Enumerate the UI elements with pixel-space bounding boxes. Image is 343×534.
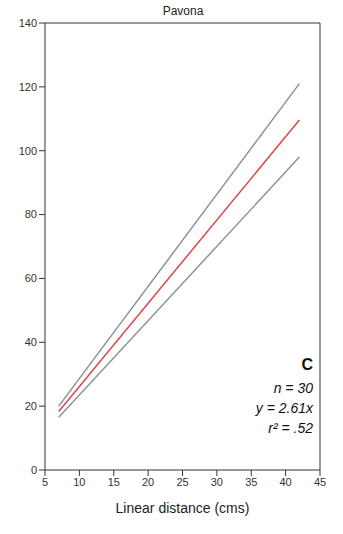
- html-text:r² = .52: r² = .52: [268, 420, 313, 436]
- svg-text:80: 80: [25, 208, 37, 220]
- svg-text:10: 10: [73, 476, 85, 488]
- svg-text:20: 20: [25, 400, 37, 412]
- svg-text:120: 120: [19, 81, 37, 93]
- svg-text:40: 40: [25, 336, 37, 348]
- svg-text:Linear distance (cms): Linear distance (cms): [116, 500, 250, 516]
- svg-text:15: 15: [108, 476, 120, 488]
- svg-text:25: 25: [176, 476, 188, 488]
- svg-text:140: 140: [19, 17, 37, 29]
- svg-text:60: 60: [25, 272, 37, 284]
- svg-text:20: 20: [142, 476, 154, 488]
- svg-text:45: 45: [314, 476, 326, 488]
- svg-text:100: 100: [19, 145, 37, 157]
- svg-text:40: 40: [280, 476, 292, 488]
- svg-text:0: 0: [31, 464, 37, 476]
- html-text:C: C: [301, 356, 313, 373]
- svg-text:35: 35: [245, 476, 257, 488]
- svg-text:5: 5: [42, 476, 48, 488]
- html-text:Pavona: Pavona: [162, 4, 204, 18]
- html-text:n = 30: n = 30: [273, 380, 313, 396]
- svg-text:30: 30: [211, 476, 223, 488]
- html-text:y = 2.61x: y = 2.61x: [255, 400, 313, 416]
